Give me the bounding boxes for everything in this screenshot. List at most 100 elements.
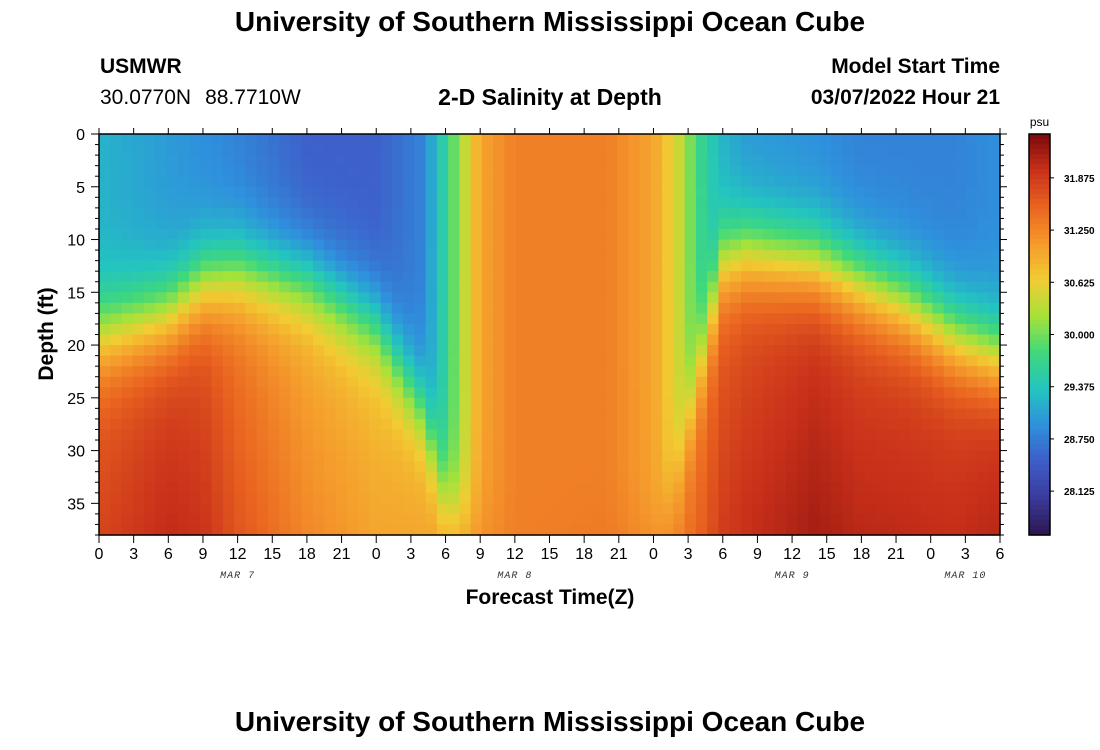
heatmap-cell: [988, 503, 1001, 515]
heatmap-cell: [988, 186, 1001, 198]
heatmap-cell: [718, 492, 731, 504]
heatmap-cell: [898, 461, 911, 473]
heatmap-cell: [707, 239, 720, 251]
heatmap-cell: [391, 250, 404, 262]
heatmap-cell: [617, 524, 629, 536]
heatmap-cell: [909, 492, 922, 504]
heatmap-cell: [155, 323, 168, 336]
heatmap-cell: [549, 524, 562, 536]
heatmap-cell: [932, 408, 945, 420]
heatmap-cell: [797, 165, 810, 177]
heatmap-cell: [594, 155, 607, 167]
heatmap-cell: [144, 397, 156, 409]
heatmap-cell: [504, 482, 517, 494]
heatmap-cell: [831, 302, 843, 314]
heatmap-cell: [358, 503, 370, 515]
heatmap-cell: [403, 155, 415, 167]
heatmap-cell: [639, 302, 652, 314]
heatmap-cell: [774, 429, 787, 441]
heatmap-cell: [887, 271, 900, 283]
heatmap-cell: [414, 186, 427, 198]
heatmap-cell: [560, 281, 573, 293]
heatmap-cell: [290, 376, 303, 388]
heatmap-cell: [470, 281, 483, 293]
heatmap-cell: [110, 355, 123, 367]
heatmap-cell: [819, 176, 832, 188]
heatmap-cell: [786, 292, 798, 304]
heatmap-cell: [909, 186, 922, 198]
heatmap-cell: [695, 165, 708, 177]
heatmap-cell: [628, 271, 641, 283]
heatmap-cell: [312, 482, 325, 494]
heatmap-cell: [650, 228, 663, 241]
heatmap-cell: [819, 228, 832, 241]
heatmap-cell: [414, 176, 427, 188]
heatmap-cell: [943, 323, 956, 336]
heatmap-cell: [786, 440, 798, 452]
heatmap-cell: [99, 418, 111, 431]
heatmap-cell: [99, 197, 111, 209]
heatmap-cell: [605, 492, 618, 504]
heatmap-cell: [819, 366, 832, 378]
heatmap-cell: [256, 482, 269, 494]
heatmap-cell: [222, 281, 235, 293]
heatmap-cell: [234, 429, 247, 441]
heatmap-cell: [110, 492, 123, 504]
heatmap-cell: [200, 366, 213, 378]
heatmap-cell: [943, 155, 956, 167]
heatmap-cell: [526, 165, 539, 177]
heatmap-cell: [459, 345, 472, 357]
heatmap-cell: [921, 429, 934, 441]
heatmap-cell: [898, 450, 911, 462]
heatmap-cell: [887, 513, 900, 526]
heatmap-cell: [312, 492, 325, 504]
heatmap-cell: [222, 260, 235, 272]
heatmap-cell: [797, 513, 810, 526]
heatmap-cell: [988, 197, 1001, 209]
heatmap-cell: [831, 471, 843, 483]
heatmap-cell: [797, 260, 810, 272]
heatmap-cell: [144, 165, 156, 177]
heatmap-cell: [774, 376, 787, 388]
heatmap-cell: [628, 482, 641, 494]
heatmap-cell: [515, 471, 528, 483]
heatmap-cell: [774, 513, 787, 526]
heatmap-cell: [290, 250, 303, 262]
heatmap-cell: [200, 271, 213, 283]
heatmap-cell: [504, 155, 517, 167]
heatmap-cell: [290, 440, 303, 452]
heatmap-cell: [132, 345, 145, 357]
heatmap-cell: [977, 302, 990, 314]
heatmap-cell: [605, 260, 618, 272]
heatmap-cell: [448, 397, 460, 409]
heatmap-cell: [380, 165, 393, 177]
heatmap-cell: [166, 313, 179, 325]
colorbar-swatch: [1029, 289, 1050, 295]
heatmap-cell: [752, 323, 765, 336]
heatmap-cell: [470, 366, 483, 378]
heatmap-cell: [99, 408, 111, 420]
heatmap-cell: [391, 387, 404, 399]
heatmap-cell: [391, 323, 404, 336]
heatmap-cell: [211, 503, 224, 515]
heatmap-cell: [144, 271, 156, 283]
heatmap-cell: [538, 471, 551, 483]
heatmap-cell: [256, 134, 269, 146]
heatmap-cell: [391, 503, 404, 515]
heatmap-cell: [594, 334, 607, 346]
heatmap-cell: [628, 250, 641, 262]
heatmap-cell: [650, 186, 663, 198]
heatmap-cell: [459, 513, 472, 526]
heatmap-cell: [864, 471, 877, 483]
heatmap-cell: [121, 313, 134, 325]
heatmap-cell: [819, 524, 832, 536]
heatmap-cell: [493, 450, 506, 462]
heatmap-cell: [267, 239, 280, 251]
heatmap-cell: [267, 397, 280, 409]
heatmap-cell: [831, 313, 843, 325]
heatmap-cell: [740, 440, 753, 452]
heatmap-cell: [391, 482, 404, 494]
heatmap-cell: [797, 197, 810, 209]
heatmap-cell: [144, 207, 156, 220]
heatmap-cell: [391, 144, 404, 156]
